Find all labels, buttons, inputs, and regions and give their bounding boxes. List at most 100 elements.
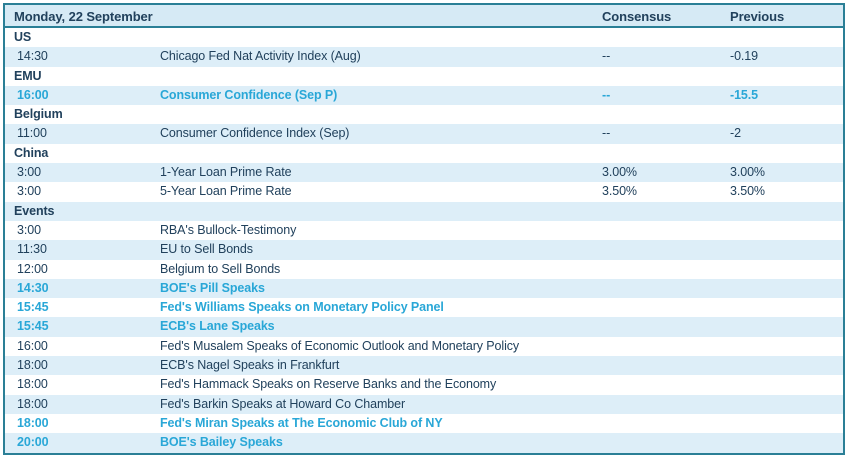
- section-row: China: [5, 144, 843, 163]
- event-name: RBA's Bullock-Testimony: [160, 222, 297, 237]
- previous-value: [718, 221, 843, 240]
- event-name: Chicago Fed Nat Activity Index (Aug): [160, 49, 361, 64]
- event-name: ECB's Lane Speaks: [160, 319, 275, 334]
- column-header-consensus: Consensus: [602, 9, 672, 24]
- event-row: 18:00 ECB's Nagel Speaks in Frankfurt: [5, 356, 843, 376]
- previous-value: [718, 356, 843, 375]
- previous-value: [718, 337, 843, 356]
- consensus-value: [590, 414, 718, 433]
- section-label: EMU: [14, 68, 42, 83]
- date-title: Monday, 22 September: [14, 9, 153, 24]
- previous-value: [718, 395, 843, 414]
- event-time: 18:00: [17, 377, 48, 392]
- event-row: 15:45 ECB's Lane Speaks: [5, 317, 843, 337]
- event-row: 14:30 BOE's Pill Speaks: [5, 278, 843, 299]
- previous-value: [718, 317, 843, 336]
- consensus-value: [590, 260, 718, 279]
- event-name: Fed's Miran Speaks at The Economic Club …: [160, 415, 443, 430]
- event-name: Fed's Musalem Speaks of Economic Outlook…: [160, 338, 520, 353]
- event-time: 3:00: [17, 222, 41, 237]
- event-time: 16:00: [17, 338, 48, 353]
- previous-value: 3.50%: [730, 184, 765, 199]
- event-time: 12:00: [17, 261, 48, 276]
- consensus-value: [590, 221, 718, 240]
- event-row: 3:00 RBA's Bullock-Testimony: [5, 221, 843, 240]
- event-time: 11:00: [17, 126, 47, 141]
- section-row: EMU: [5, 67, 843, 86]
- event-name: Fed's Barkin Speaks at Howard Co Chamber: [160, 396, 406, 411]
- event-time: 18:00: [17, 358, 48, 373]
- event-time: 14:30: [17, 280, 49, 295]
- consensus-value: --: [602, 87, 611, 102]
- event-row: 11:00 Consumer Confidence Index (Sep) -- -2: [5, 124, 843, 144]
- section-row: Events: [5, 201, 843, 221]
- section-row: US: [5, 28, 843, 47]
- table-header-row: Monday, 22 September Consensus Previous: [5, 5, 843, 28]
- consensus-value: [590, 317, 718, 336]
- column-header-previous: Previous: [730, 9, 785, 24]
- event-time: 11:30: [17, 242, 47, 257]
- event-name: BOE's Pill Speaks: [160, 280, 265, 295]
- event-time: 20:00: [17, 435, 49, 450]
- consensus-value: [590, 395, 718, 414]
- event-row: 12:00 Belgium to Sell Bonds: [5, 260, 843, 279]
- event-name: Fed's Williams Speaks on Monetary Policy…: [160, 300, 444, 315]
- previous-value: [718, 260, 843, 279]
- event-name: EU to Sell Bonds: [160, 242, 253, 257]
- consensus-value: [590, 240, 718, 259]
- consensus-value: [590, 337, 718, 356]
- event-name: 5-Year Loan Prime Rate: [160, 184, 292, 199]
- consensus-value: [590, 356, 718, 375]
- event-name: BOE's Bailey Speaks: [160, 435, 283, 450]
- previous-value: [718, 414, 843, 433]
- event-time: 15:45: [17, 319, 49, 334]
- event-name: Consumer Confidence (Sep P): [160, 87, 338, 102]
- event-name: 1-Year Loan Prime Rate: [160, 165, 292, 180]
- event-row: 3:00 1-Year Loan Prime Rate 3.00% 3.00%: [5, 163, 843, 183]
- consensus-value: 3.50%: [602, 184, 637, 199]
- event-row: 3:00 5-Year Loan Prime Rate 3.50% 3.50%: [5, 182, 843, 201]
- event-name: Fed's Hammack Speaks on Reserve Banks an…: [160, 377, 497, 392]
- consensus-value: [590, 279, 718, 298]
- section-label: China: [14, 145, 49, 160]
- previous-value: [718, 240, 843, 259]
- event-row: 20:00 BOE's Bailey Speaks: [5, 433, 843, 453]
- event-row: 15:45 Fed's Williams Speaks on Monetary P…: [5, 298, 843, 317]
- previous-value: 3.00%: [730, 165, 765, 180]
- event-time: 18:00: [17, 396, 48, 411]
- previous-value: [718, 279, 843, 298]
- event-row: 14:30 Chicago Fed Nat Activity Index (Aug…: [5, 47, 843, 67]
- event-row: 18:00 Fed's Hammack Speaks on Reserve Ban…: [5, 375, 843, 394]
- event-row: 16:00 Consumer Confidence (Sep P) -- -15.5: [5, 85, 843, 106]
- event-row: 11:30 EU to Sell Bonds: [5, 240, 843, 260]
- event-time: 18:00: [17, 415, 49, 430]
- event-time: 3:00: [17, 165, 41, 180]
- previous-value: -2: [730, 126, 741, 141]
- section-label: US: [14, 30, 32, 44]
- event-row: 18:00 Fed's Barkin Speaks at Howard Co Ch…: [5, 394, 843, 414]
- event-time: 16:00: [17, 87, 49, 102]
- event-time: 14:30: [17, 49, 48, 64]
- previous-value: -0.19: [730, 49, 758, 64]
- event-name: Consumer Confidence Index (Sep): [160, 126, 350, 141]
- consensus-value: [590, 433, 718, 452]
- economic-calendar-table: Monday, 22 September Consensus Previous …: [3, 3, 845, 455]
- section-row: Belgium: [5, 105, 843, 124]
- event-name: Belgium to Sell Bonds: [160, 261, 281, 276]
- event-row: 16:00 Fed's Musalem Speaks of Economic Ou…: [5, 337, 843, 356]
- previous-value: [718, 375, 843, 394]
- section-label: Belgium: [14, 107, 63, 122]
- previous-value: [718, 298, 843, 317]
- section-label: Events: [14, 203, 55, 218]
- event-time: 3:00: [17, 184, 41, 199]
- consensus-value: [590, 298, 718, 317]
- event-name: ECB's Nagel Speaks in Frankfurt: [160, 358, 340, 373]
- event-time: 15:45: [17, 300, 49, 315]
- table-body: US 14:30 Chicago Fed Nat Activity Index (A…: [5, 28, 843, 453]
- event-row: 18:00 Fed's Miran Speaks at The Economic …: [5, 414, 843, 433]
- consensus-value: --: [602, 126, 611, 141]
- previous-value: [718, 433, 843, 452]
- previous-value: -15.5: [730, 87, 758, 102]
- consensus-value: 3.00%: [602, 165, 637, 180]
- consensus-value: [590, 375, 718, 394]
